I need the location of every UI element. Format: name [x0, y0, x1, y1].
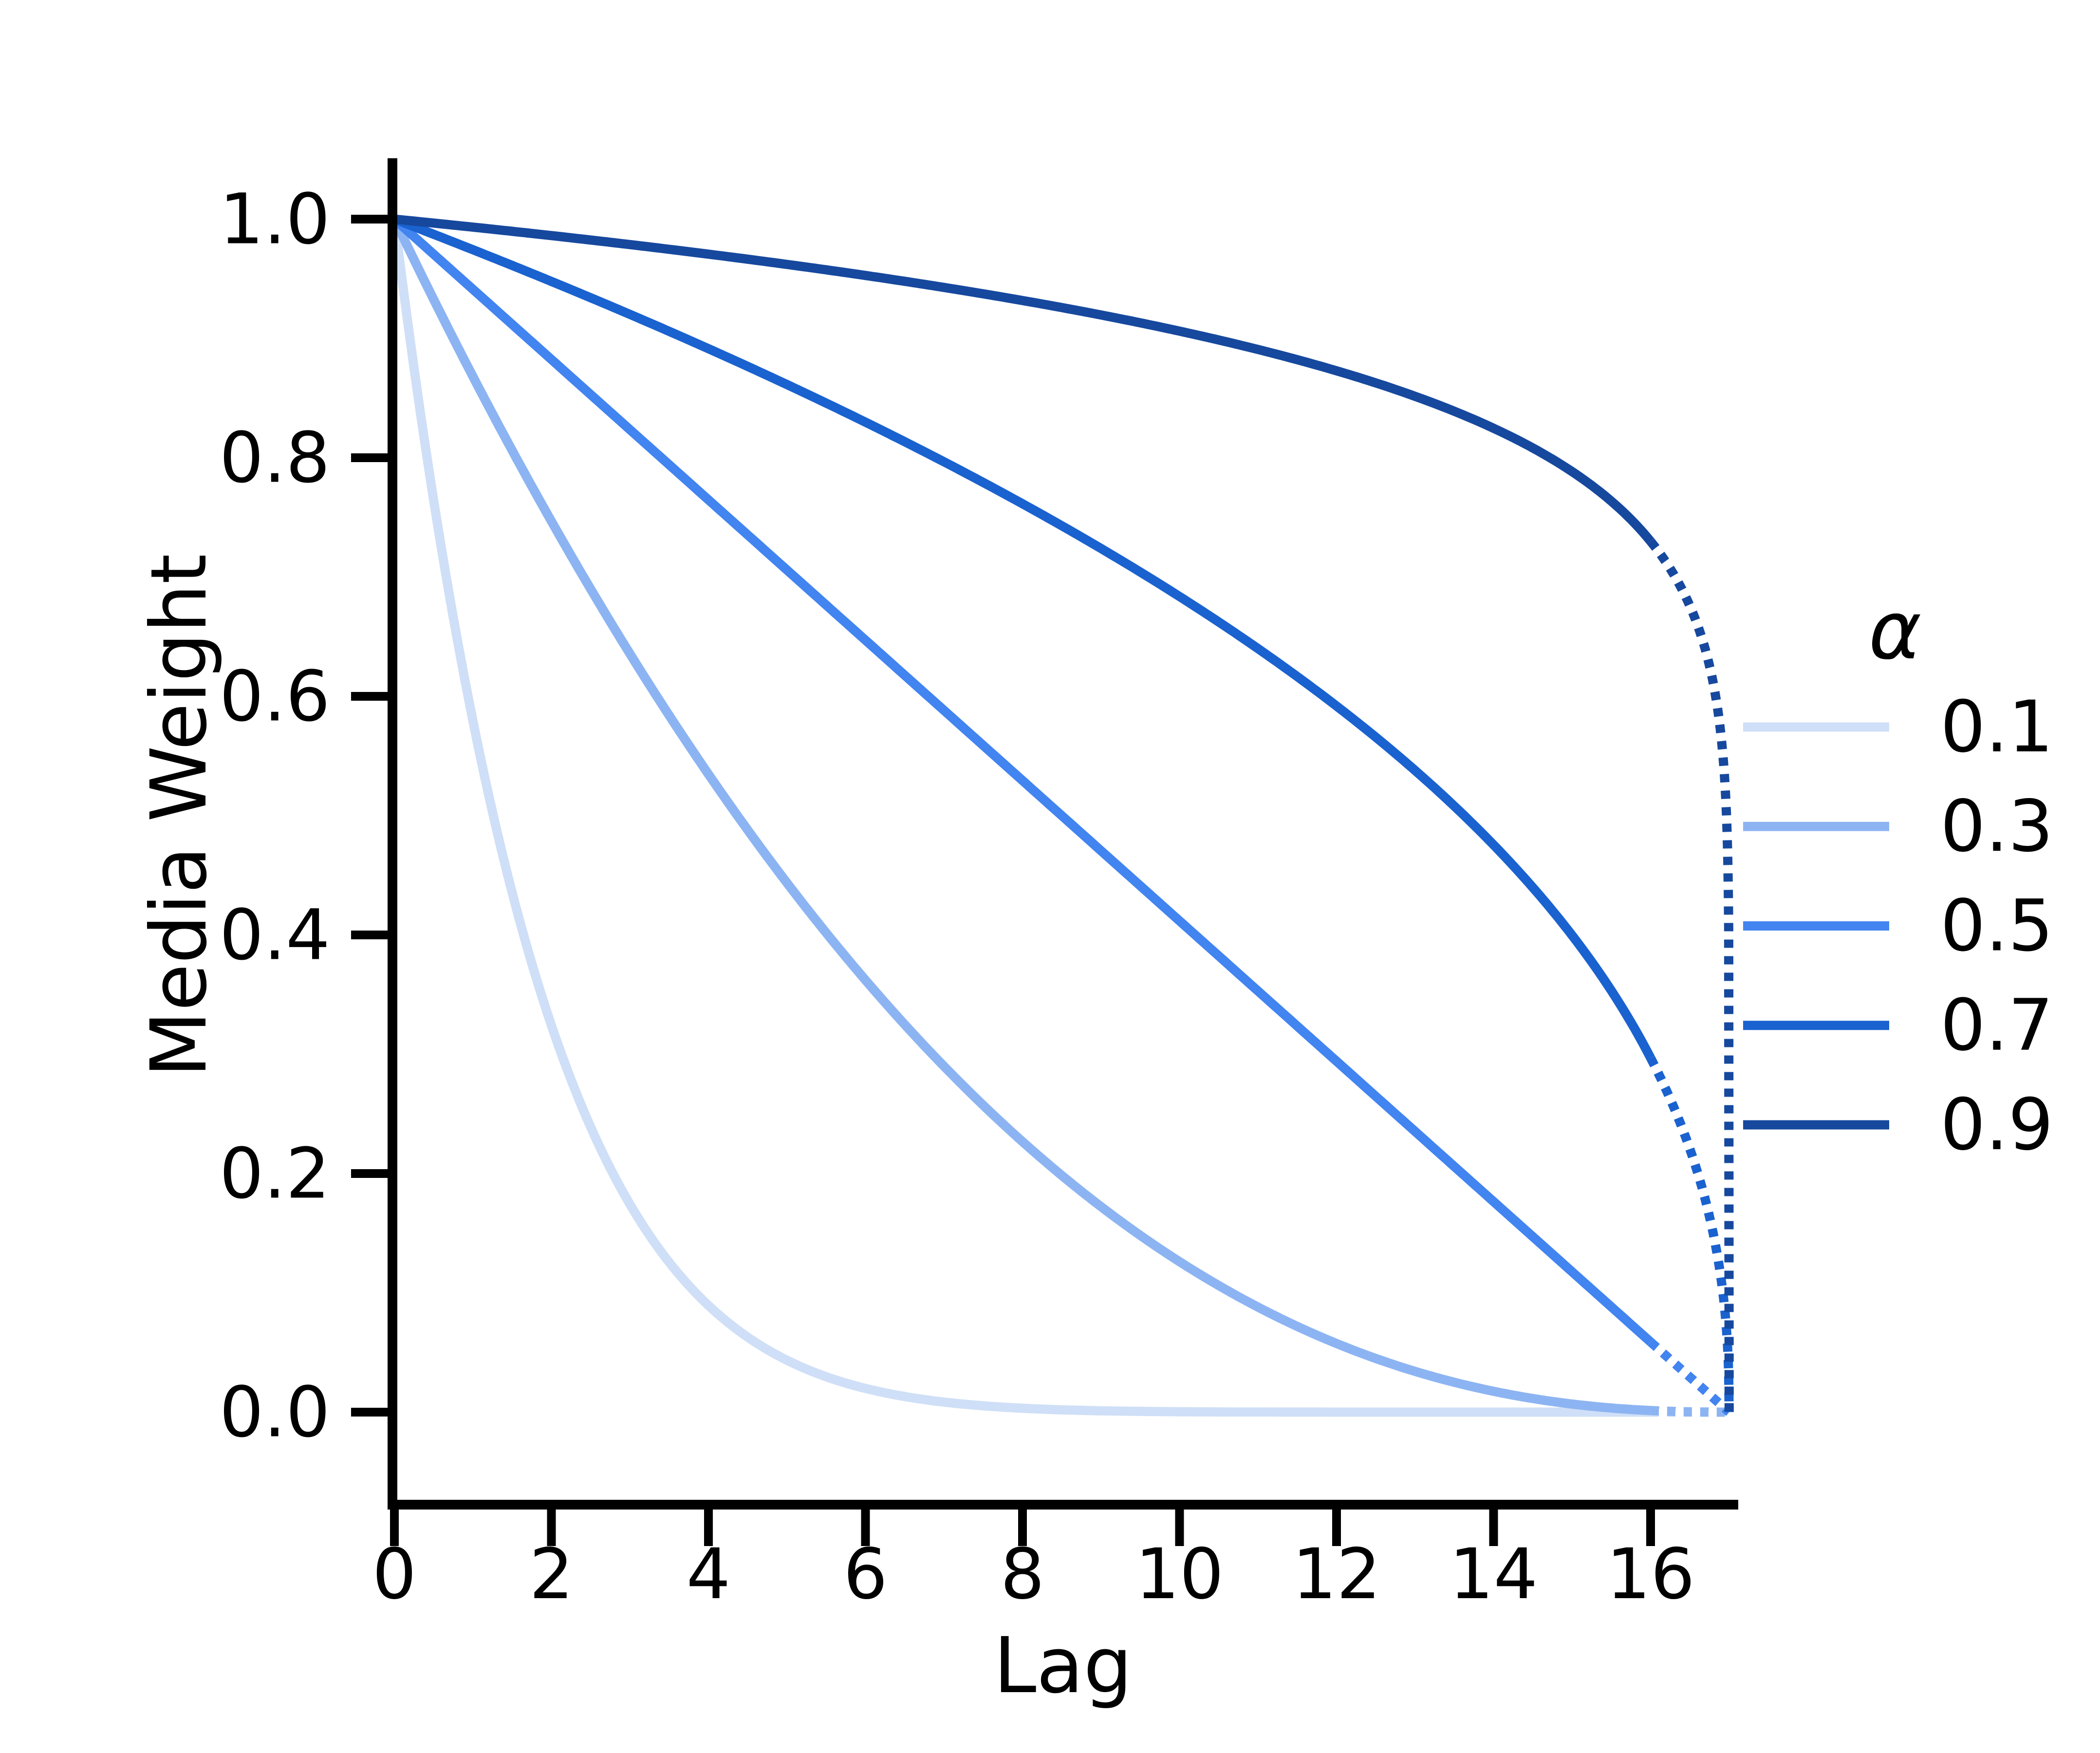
curve-alpha-0.3-dashed-tail	[1646, 1406, 1733, 1417]
y-tick-label: 0.4	[220, 895, 330, 976]
legend-title: α	[1869, 584, 1922, 677]
y-tick-label: 0.0	[220, 1372, 330, 1453]
curve-alpha-0.1	[390, 218, 1652, 1417]
legend-label-0.1: 0.1	[1940, 686, 2053, 768]
y-axis-title: Media Weight	[134, 554, 224, 1077]
y-tick-label: 0.2	[220, 1133, 330, 1214]
curve-alpha-0.3	[390, 217, 1652, 1416]
x-tick-label: 2	[529, 1533, 574, 1615]
x-tick-label: 6	[843, 1533, 888, 1615]
curve-alpha-0.7-dashed-tail	[1646, 1054, 1734, 1413]
x-tick-label: 14	[1450, 1533, 1538, 1615]
curve-alpha-0.5	[391, 215, 1654, 1346]
curves-group	[390, 214, 1734, 1417]
x-tick-label: 10	[1135, 1533, 1224, 1615]
curve-alpha-0.9	[393, 214, 1654, 544]
x-tick-label: 0	[372, 1533, 417, 1615]
y-tick-label: 0.6	[220, 656, 330, 737]
legend-label-0.7: 0.7	[1940, 984, 2053, 1067]
legend-label-0.3: 0.3	[1940, 785, 2053, 868]
curve-alpha-0.5-dashed-tail	[1646, 1338, 1733, 1417]
x-tick-label: 4	[687, 1533, 731, 1615]
curve-alpha-0.7	[392, 215, 1655, 1060]
x-tick-label: 8	[1001, 1533, 1045, 1615]
x-tick-label: 12	[1292, 1533, 1381, 1615]
legend: α 0.1 0.3 0.5 0.7 0.9	[1743, 584, 2053, 1166]
curve-alpha-0.9-dashed-tail	[1646, 537, 1734, 1413]
x-tick-label: 16	[1606, 1533, 1695, 1615]
y-tick-label: 0.8	[220, 417, 330, 499]
x-axis-title: Lag	[993, 1621, 1132, 1711]
legend-label-0.9: 0.9	[1940, 1083, 2053, 1166]
y-tick-label: 1.0	[220, 179, 330, 260]
legend-label-0.5: 0.5	[1940, 885, 2053, 968]
legend-entries: 0.1 0.3 0.5 0.7 0.9	[1743, 686, 2053, 1166]
axes-group: 0.0 0.2 0.4 0.6 0.8 1.0 0 2 4 6 8 10 12 14 16	[220, 158, 1738, 1615]
